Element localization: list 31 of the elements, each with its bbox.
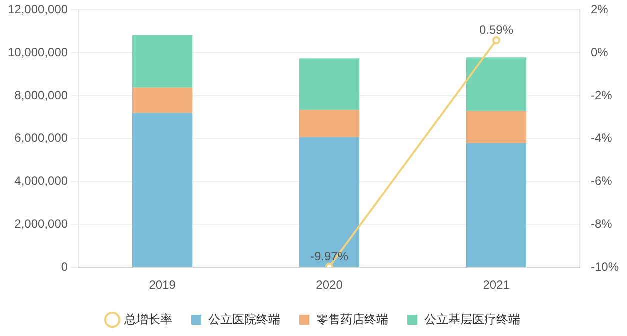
- x-tick-label: 2019: [149, 278, 176, 292]
- y-tick-label: 10,000,000: [8, 45, 68, 60]
- y2-tick-label: -4%: [590, 131, 613, 146]
- bar: [132, 113, 193, 268]
- y-tick-label: 0: [61, 260, 68, 274]
- y2-tick-label: -2%: [590, 88, 613, 102]
- x-tick-label: 2020: [316, 278, 344, 292]
- bar: [466, 143, 527, 268]
- y-tick-label: 4,000,000: [14, 174, 68, 188]
- bar: [132, 88, 193, 114]
- y-tick-label: 6,000,000: [14, 131, 68, 146]
- data-label: 0.59%: [479, 22, 514, 37]
- legend-label: 总增长率: [124, 312, 172, 326]
- y2-tick-label: 2%: [590, 2, 609, 17]
- bar: [299, 58, 360, 110]
- y2-tick-label: -6%: [590, 174, 613, 188]
- bar: [466, 58, 527, 112]
- x-tick-label: 2021: [483, 278, 510, 292]
- bar: [299, 137, 360, 268]
- y-tick-label: 2,000,000: [14, 217, 68, 232]
- y2-tick-label: 0%: [590, 45, 609, 60]
- y2-tick-label: -10%: [590, 260, 620, 274]
- y-tick-label: 12,000,000: [8, 2, 68, 17]
- bar: [299, 110, 360, 138]
- bar: [132, 36, 193, 88]
- y2-tick-label: -8%: [590, 217, 613, 232]
- legend-label: 公立基层医疗终端: [424, 312, 520, 326]
- legend-label: 公立医院终端: [208, 312, 280, 326]
- bar: [466, 111, 527, 144]
- y-tick-label: 8,000,000: [14, 88, 68, 102]
- legend-label: 零售药店终端: [316, 312, 388, 326]
